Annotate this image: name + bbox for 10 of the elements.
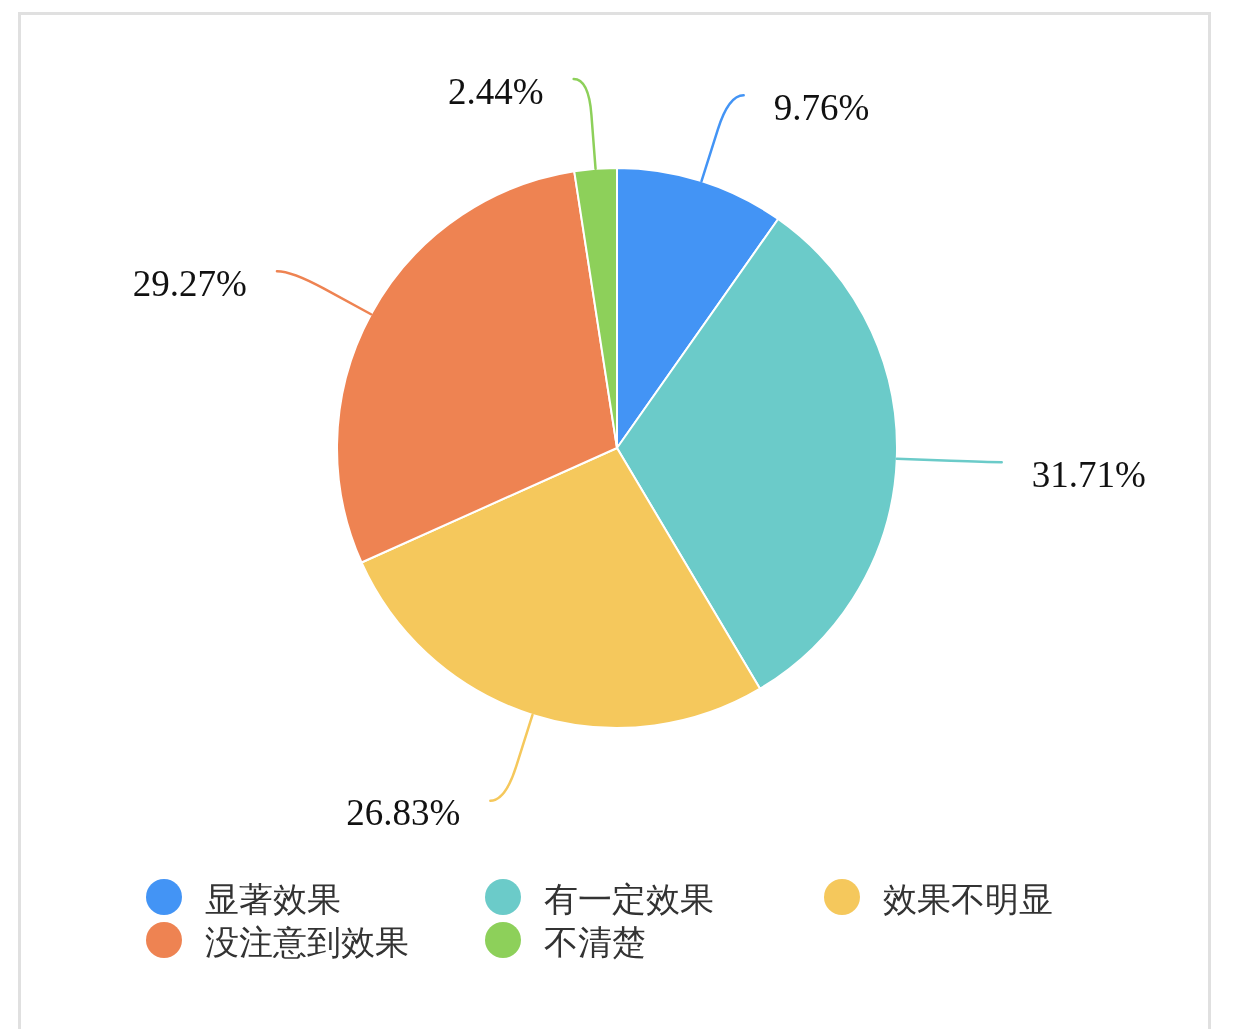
data-label: 29.27%: [132, 262, 247, 304]
legend-label: 效果不明显: [883, 879, 1053, 919]
legend-label: 没注意到效果: [205, 922, 409, 962]
legend-label: 不清楚: [544, 922, 646, 962]
legend-label: 有一定效果: [544, 879, 714, 919]
data-label: 2.44%: [448, 70, 544, 112]
data-label: 31.71%: [1031, 453, 1146, 495]
data-label: 9.76%: [773, 86, 870, 128]
data-label: 26.83%: [346, 792, 461, 834]
legend-label: 显著效果: [205, 879, 341, 919]
